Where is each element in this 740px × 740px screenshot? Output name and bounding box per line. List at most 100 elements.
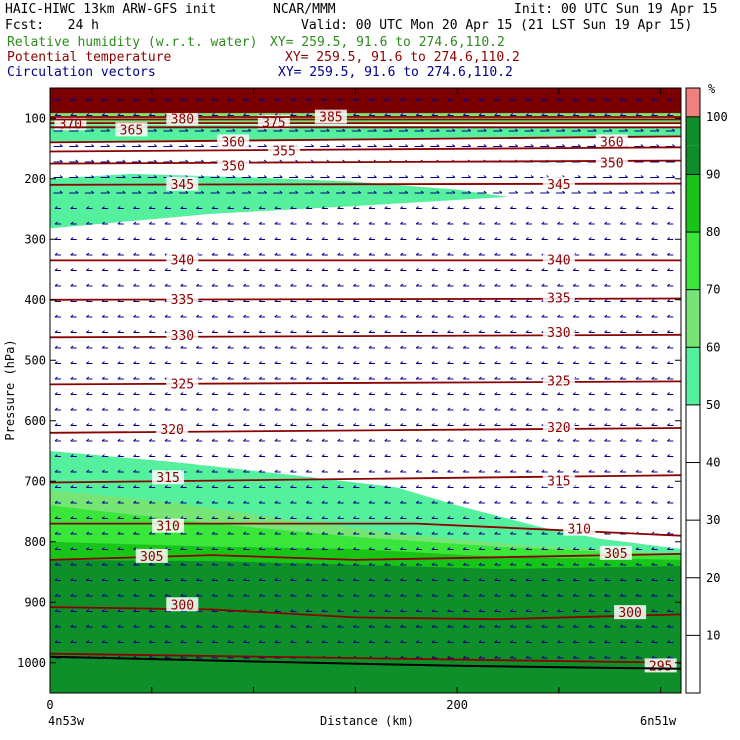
vector-arrow-1145 — [447, 531, 454, 535]
vector-arrow-306 — [462, 206, 470, 209]
vector-arrow-264 — [430, 190, 440, 194]
vector-arrow-1064 — [431, 500, 438, 504]
theta-label-bg-315-0 — [152, 470, 185, 485]
vector-arrow-1123 — [101, 531, 109, 535]
vector-arrow-351 — [541, 221, 548, 225]
vector-arrow-1291 — [227, 593, 234, 597]
vector-arrow-500 — [368, 283, 375, 287]
vector-arrow-419 — [352, 252, 360, 256]
vector-arrow-335 — [290, 221, 297, 225]
vector-arrow-1388 — [494, 624, 501, 628]
vector-arrow-663 — [415, 345, 423, 349]
vector-arrow-1066 — [462, 500, 470, 504]
theta-label-340-0: 340 — [171, 253, 194, 268]
vector-arrow-1161 — [70, 547, 77, 550]
vector-arrow-832 — [557, 407, 564, 411]
y-tick-label-200: 200 — [24, 172, 46, 186]
vector-arrow-446 — [148, 268, 156, 271]
vector-arrow-11 — [227, 97, 234, 101]
vector-arrow-1108 — [494, 516, 501, 519]
vector-arrow-1403 — [101, 640, 109, 643]
vector-arrow-404 — [117, 252, 124, 256]
vector-arrow-599 — [666, 314, 674, 318]
theta-label-bg-305-1 — [599, 545, 632, 560]
vector-arrow-1045 — [133, 500, 140, 504]
vector-arrow-830 — [525, 407, 532, 411]
vector-arrow-470 — [525, 268, 532, 271]
vector-arrow-461 — [384, 268, 391, 271]
vector-arrow-1339 — [352, 609, 360, 612]
vector-arrow-127 — [163, 144, 173, 147]
vector-arrow-1268 — [494, 578, 501, 581]
vector-arrow-1464 — [431, 655, 438, 659]
vector-arrow-353 — [572, 221, 580, 225]
theta-contour-320 — [50, 427, 681, 434]
vector-arrow-1175 — [290, 547, 297, 550]
vector-arrow-807 — [164, 407, 171, 411]
vector-arrow-5 — [133, 97, 140, 101]
vector-arrow-1300 — [368, 593, 375, 597]
vector-arrow-151 — [540, 144, 550, 147]
vector-arrow-225 — [446, 175, 456, 178]
vector-arrow-1246 — [148, 578, 156, 581]
vector-arrow-825 — [447, 407, 454, 411]
vector-arrow-1288 — [180, 593, 187, 597]
vector-arrow-1178 — [337, 547, 344, 550]
vector-arrow-13 — [258, 97, 266, 101]
vector-arrow-62 — [400, 113, 407, 116]
vector-arrow-651 — [227, 345, 234, 349]
vector-arrow-960 — [54, 469, 61, 473]
vector-arrow-1286 — [148, 593, 156, 597]
vector-arrow-331 — [227, 221, 234, 225]
vector-arrow-105 — [446, 128, 456, 132]
vector-arrow-947 — [478, 454, 485, 457]
vector-arrow-1068 — [494, 500, 501, 504]
vector-arrow-90 — [210, 128, 220, 132]
vector-arrow-111 — [540, 128, 550, 132]
vector-arrow-483 — [101, 283, 109, 287]
vector-arrow-496 — [305, 283, 313, 287]
vector-arrow-107 — [477, 128, 487, 132]
colorbar-tick-label-50: 50 — [706, 398, 720, 412]
vector-arrow-1369 — [195, 624, 203, 628]
vector-arrow-1334 — [274, 609, 281, 612]
vector-arrow-1125 — [133, 531, 140, 535]
vector-arrow-986 — [462, 469, 470, 473]
vector-arrow-430 — [525, 252, 532, 256]
vector-arrow-935 — [290, 454, 297, 457]
vector-arrow-1113 — [572, 516, 580, 519]
vector-arrow-1148 — [494, 531, 501, 535]
vector-arrow-98 — [336, 128, 346, 132]
vector-arrow-370 — [211, 237, 218, 240]
vector-arrow-1360 — [54, 624, 61, 628]
init-time: Init: 00 UTC Sun 19 Apr 15 — [514, 2, 718, 17]
vector-arrow-1283 — [101, 593, 109, 597]
vector-arrow-865 — [447, 423, 454, 426]
vector-arrow-1467 — [478, 655, 485, 659]
vector-arrow-984 — [431, 469, 438, 473]
vector-arrow-372 — [243, 237, 250, 240]
vector-arrow-672 — [557, 345, 564, 349]
vector-arrow-945 — [447, 454, 454, 457]
vector-arrow-24 — [431, 97, 438, 101]
vector-arrow-440 — [54, 268, 61, 271]
vector-arrow-202 — [84, 175, 95, 178]
x-left-end-label: 4n53w — [48, 714, 85, 728]
vector-arrow-1349 — [509, 609, 517, 612]
vector-arrow-511 — [541, 283, 548, 287]
vector-arrow-576 — [305, 314, 313, 318]
vector-arrow-271 — [540, 190, 550, 194]
vector-arrow-990 — [525, 469, 532, 473]
vector-arrow-119 — [665, 128, 676, 132]
vector-arrow-308 — [494, 206, 501, 209]
theta-label-bg-320-0 — [156, 421, 189, 436]
vector-arrow-813 — [258, 407, 266, 411]
vector-arrow-1094 — [274, 516, 281, 519]
vector-arrow-146 — [461, 144, 472, 147]
vector-arrow-612 — [243, 330, 250, 333]
vector-arrow-928 — [180, 454, 187, 457]
vector-arrow-503 — [415, 283, 423, 287]
vector-arrow-314 — [588, 206, 595, 209]
vector-arrow-1189 — [509, 547, 517, 550]
vector-arrow-921 — [70, 454, 77, 457]
